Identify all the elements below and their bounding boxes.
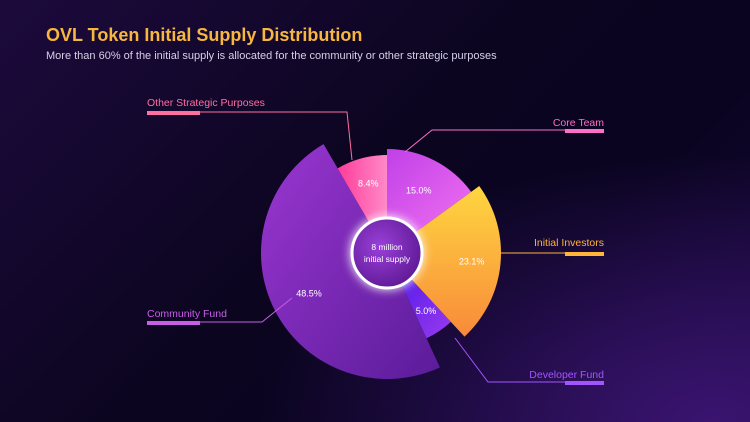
- slice-value-label: 23.1%: [459, 256, 485, 266]
- slice-value-label: 48.5%: [296, 289, 322, 299]
- label-underline-bar: [147, 321, 200, 325]
- slice-value-label: 5.0%: [416, 306, 437, 316]
- leader-line: [404, 129, 604, 153]
- slice-initial-investors: [411, 185, 501, 337]
- category-label: Developer Fund: [529, 369, 604, 381]
- label-underline-bar: [565, 381, 604, 385]
- center-hole: [350, 216, 424, 290]
- slice-developer-fund: [402, 279, 451, 339]
- slice-value-label: 15.0%: [406, 186, 432, 196]
- category-label: Initial Investors: [534, 237, 604, 249]
- chart-subtitle: More than 60% of the initial supply is a…: [46, 50, 497, 62]
- slice-value-label: 8.4%: [358, 178, 379, 188]
- category-label: Other Strategic Purposes: [147, 97, 265, 109]
- center-label-line1: 8 million: [371, 242, 402, 252]
- slice-other-strategic-purposes: [337, 155, 387, 222]
- label-underline-bar: [565, 129, 604, 133]
- category-label: Community Fund: [147, 308, 227, 320]
- chart-title: OVL Token Initial Supply Distribution: [46, 25, 363, 45]
- label-underline-bar: [565, 252, 604, 256]
- slice-core-team: [387, 149, 472, 232]
- leader-line: [147, 111, 353, 161]
- center-label-line2: initial supply: [364, 254, 411, 264]
- slice-community-fund: [260, 144, 440, 380]
- category-label: Core Team: [553, 117, 604, 129]
- label-underline-bar: [147, 111, 200, 115]
